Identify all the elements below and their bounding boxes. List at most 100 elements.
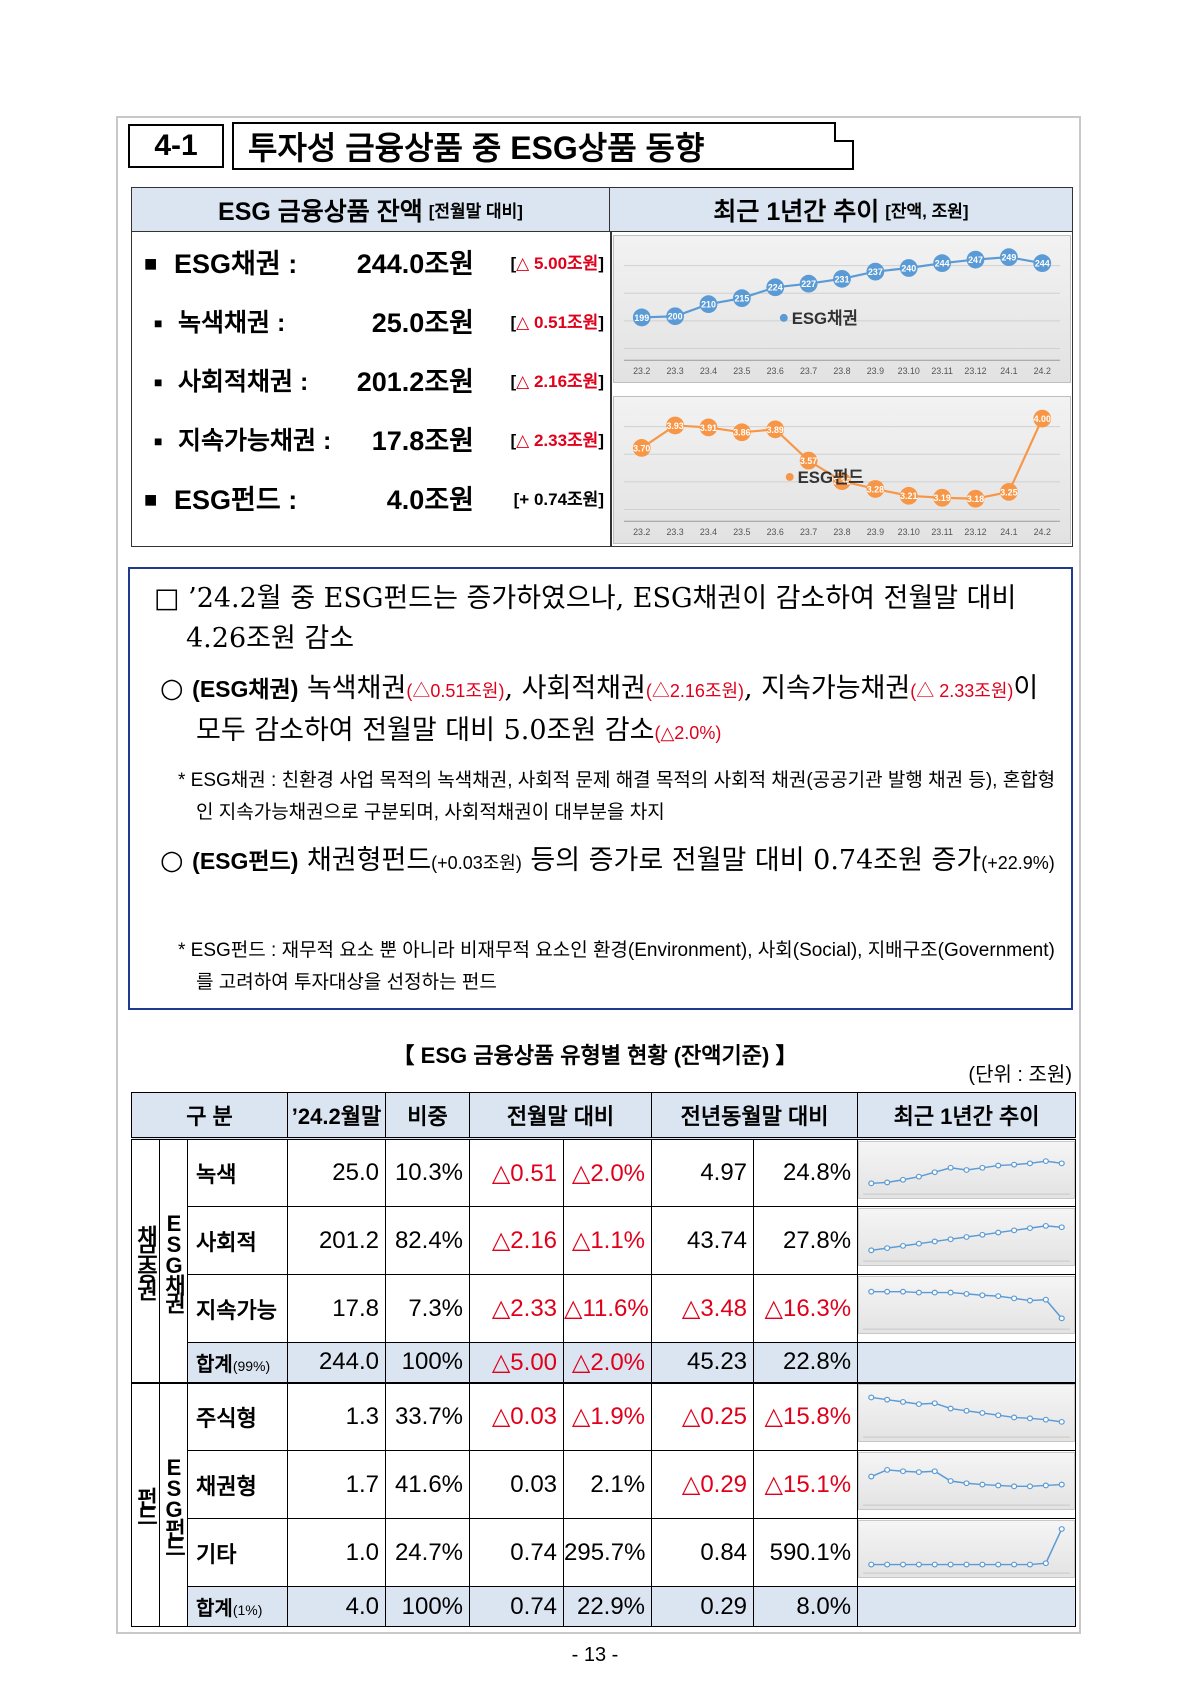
cell-trend xyxy=(857,1342,1077,1383)
cell-mom-pct: 295.7% xyxy=(563,1518,653,1587)
sparkline-point xyxy=(1011,1561,1018,1568)
row-category-note: (99%) xyxy=(232,1357,271,1374)
summary-row-esg-fund: ■ ESG펀드 : 4.0조원 [+ 0.74조원] xyxy=(144,480,604,520)
sparkline-point xyxy=(979,1561,986,1568)
table-total-row: 합계(99%) 244.0 100% △5.00 △2.0% 45.23 22.8% xyxy=(132,1342,1077,1383)
sparkline-point xyxy=(1058,1159,1065,1166)
esg-fund-value-label: 3.21 xyxy=(900,491,917,501)
table-total-row: 합계(1%) 4.0 100% 0.74 22.9% 0.29 8.0% xyxy=(132,1586,1077,1627)
sparkline-point xyxy=(979,1292,986,1299)
sparkline-point xyxy=(931,1238,938,1245)
esg-bond-value-label: 244 xyxy=(935,259,950,269)
esg-products-table: 구 분 ’24.2월말 비중 전월말 대비 전년동월말 대비 최근 1년간 추이… xyxy=(130,1092,1077,1627)
esg-fund-value-label: 3.25 xyxy=(1000,487,1017,497)
cell-mom-pct: △2.0% xyxy=(563,1342,653,1383)
sparkline-point xyxy=(1026,1297,1034,1304)
esg-fund-value-label: 3.86 xyxy=(733,428,750,438)
fund-text-b: 등의 증가로 전월말 대비 0.74조원 증가 xyxy=(521,845,982,876)
paragraph-fund: ○ (ESG펀드) 채권형펀드(+0.03조원) 등의 증가로 전월말 대비 0… xyxy=(142,841,1059,883)
cell-yoy-pct: △15.8% xyxy=(753,1381,859,1451)
esg-bond-value-label: 247 xyxy=(968,255,983,265)
esg-bond-value-label: 240 xyxy=(901,263,916,273)
esg-fund-tick-label: 23.9 xyxy=(867,527,884,537)
row-category: 주식형 xyxy=(186,1381,289,1451)
row-category-name: 합계 xyxy=(196,1353,233,1376)
summary-amount: 25.0조원 xyxy=(371,308,474,338)
cell-trend xyxy=(857,1274,1077,1343)
esg-fund-tick-label: 23.10 xyxy=(898,527,920,537)
sparkline-point xyxy=(931,1561,938,1568)
cell-yoy: 43.74 xyxy=(651,1206,755,1275)
esg-fund-value-label: 3.93 xyxy=(666,421,683,431)
summary-panel: ESG 금융상품 잔액 [전월말 대비] 최근 1년간 추이 [잔액, 조원] … xyxy=(131,187,1073,547)
esg-bond-legend-label: ESG채권 xyxy=(792,309,858,328)
sparkline-point xyxy=(868,1179,875,1186)
esg-fund-tick-label: 23.11 xyxy=(931,527,953,537)
row-category: 기타 xyxy=(186,1518,289,1587)
cell-yoy: 0.29 xyxy=(651,1586,755,1627)
summary-amount: 17.8조원 xyxy=(371,426,474,456)
esg-bond-tick-label: 23.12 xyxy=(964,366,986,376)
sparkline-point xyxy=(1011,1295,1018,1302)
cell-balance: 1.3 xyxy=(287,1381,387,1451)
esg-fund-legend-marker xyxy=(785,472,794,481)
summary-label: 지속가능채권 : xyxy=(178,427,332,455)
square-bullet-icon: ■ xyxy=(144,487,158,512)
esg-fund-tick-label: 23.5 xyxy=(733,527,750,537)
paragraph-main-text: ’24.2월 중 ESG펀드는 증가하였으나, ESG채권이 감소하여 전월말 … xyxy=(186,583,1017,654)
esg-fund-point xyxy=(1033,409,1052,428)
cell-share: 41.6% xyxy=(385,1450,471,1519)
summary-left-header-note: [전월말 대비] xyxy=(428,202,523,221)
sparkline-point xyxy=(1011,1483,1018,1490)
sparkline-point xyxy=(931,1400,938,1407)
cell-share: 100% xyxy=(385,1342,471,1383)
sparkline-point xyxy=(1042,1223,1049,1229)
esg-bond-point xyxy=(933,254,952,273)
cell-trend xyxy=(857,1138,1077,1207)
table-row: 기타 1.0 24.7% 0.74 295.7% 0.84 590.1% xyxy=(132,1518,1077,1587)
row-category-name: 지속가능 xyxy=(196,1297,277,1323)
cell-yoy-pct: 22.8% xyxy=(753,1342,859,1383)
esg-fund-tick-label: 23.2 xyxy=(633,527,650,537)
sparkline-point xyxy=(947,1236,954,1243)
bond-text-a: 녹색채권 xyxy=(298,673,407,704)
esg-fund-tick-label: 23.7 xyxy=(800,527,817,537)
esg-fund-point xyxy=(732,423,751,442)
esg-bond-value-label: 199 xyxy=(634,313,649,323)
esg-bond-tick-label: 23.7 xyxy=(800,366,817,376)
cell-yoy-pct: △16.3% xyxy=(753,1274,859,1343)
esg-bond-point xyxy=(632,308,651,327)
summary-divider xyxy=(610,232,612,546)
sparkline-point xyxy=(979,1231,986,1238)
sparkline-sustain xyxy=(858,1276,1076,1334)
summary-amount: 4.0조원 xyxy=(386,485,474,515)
sparkline-point xyxy=(963,1561,970,1568)
cell-mom: △0.51 xyxy=(469,1138,565,1207)
esg-bond-point xyxy=(732,289,751,308)
sparkline-point xyxy=(995,1412,1002,1419)
esg-fund-point xyxy=(833,472,851,491)
sparkline-point xyxy=(868,1247,875,1254)
esg-fund-tick-label: 23.8 xyxy=(833,527,850,537)
box-bullet-icon: □ xyxy=(154,583,180,614)
cell-share: 10.3% xyxy=(385,1138,471,1207)
row-category: 합계(1%) xyxy=(186,1586,289,1627)
summary-amount: 201.2조원 xyxy=(356,367,474,397)
summary-row-social-bond: ■ 사회적채권 : 201.2조원 [△ 2.16조원] xyxy=(144,362,604,402)
esg-bond-tick-label: 23.8 xyxy=(833,366,850,376)
table-row: 사회적 201.2 82.4% △2.16 △1.1% 43.74 27.8% xyxy=(132,1206,1077,1275)
sparkline-point xyxy=(963,1166,970,1173)
sparkline-point xyxy=(884,1561,891,1568)
sparkline-point xyxy=(1058,1419,1065,1426)
page-frame xyxy=(116,116,1081,1634)
esg-fund-point xyxy=(866,480,885,498)
esg-bond-tick-label: 23.4 xyxy=(700,366,717,376)
sparkline-point xyxy=(1058,1224,1065,1231)
esg-bond-legend-marker xyxy=(779,313,788,322)
header-mom: 전월말 대비 xyxy=(469,1092,653,1139)
cell-trend xyxy=(857,1206,1077,1275)
esg-fund-tick-label: 24.2 xyxy=(1034,527,1051,537)
table-header-row: 구 분 ’24.2월말 비중 전월말 대비 전년동월말 대비 최근 1년간 추이 xyxy=(130,1092,1077,1139)
group-esg-bond: ESG채권 xyxy=(159,1138,188,1383)
cell-yoy: △0.29 xyxy=(651,1450,755,1519)
